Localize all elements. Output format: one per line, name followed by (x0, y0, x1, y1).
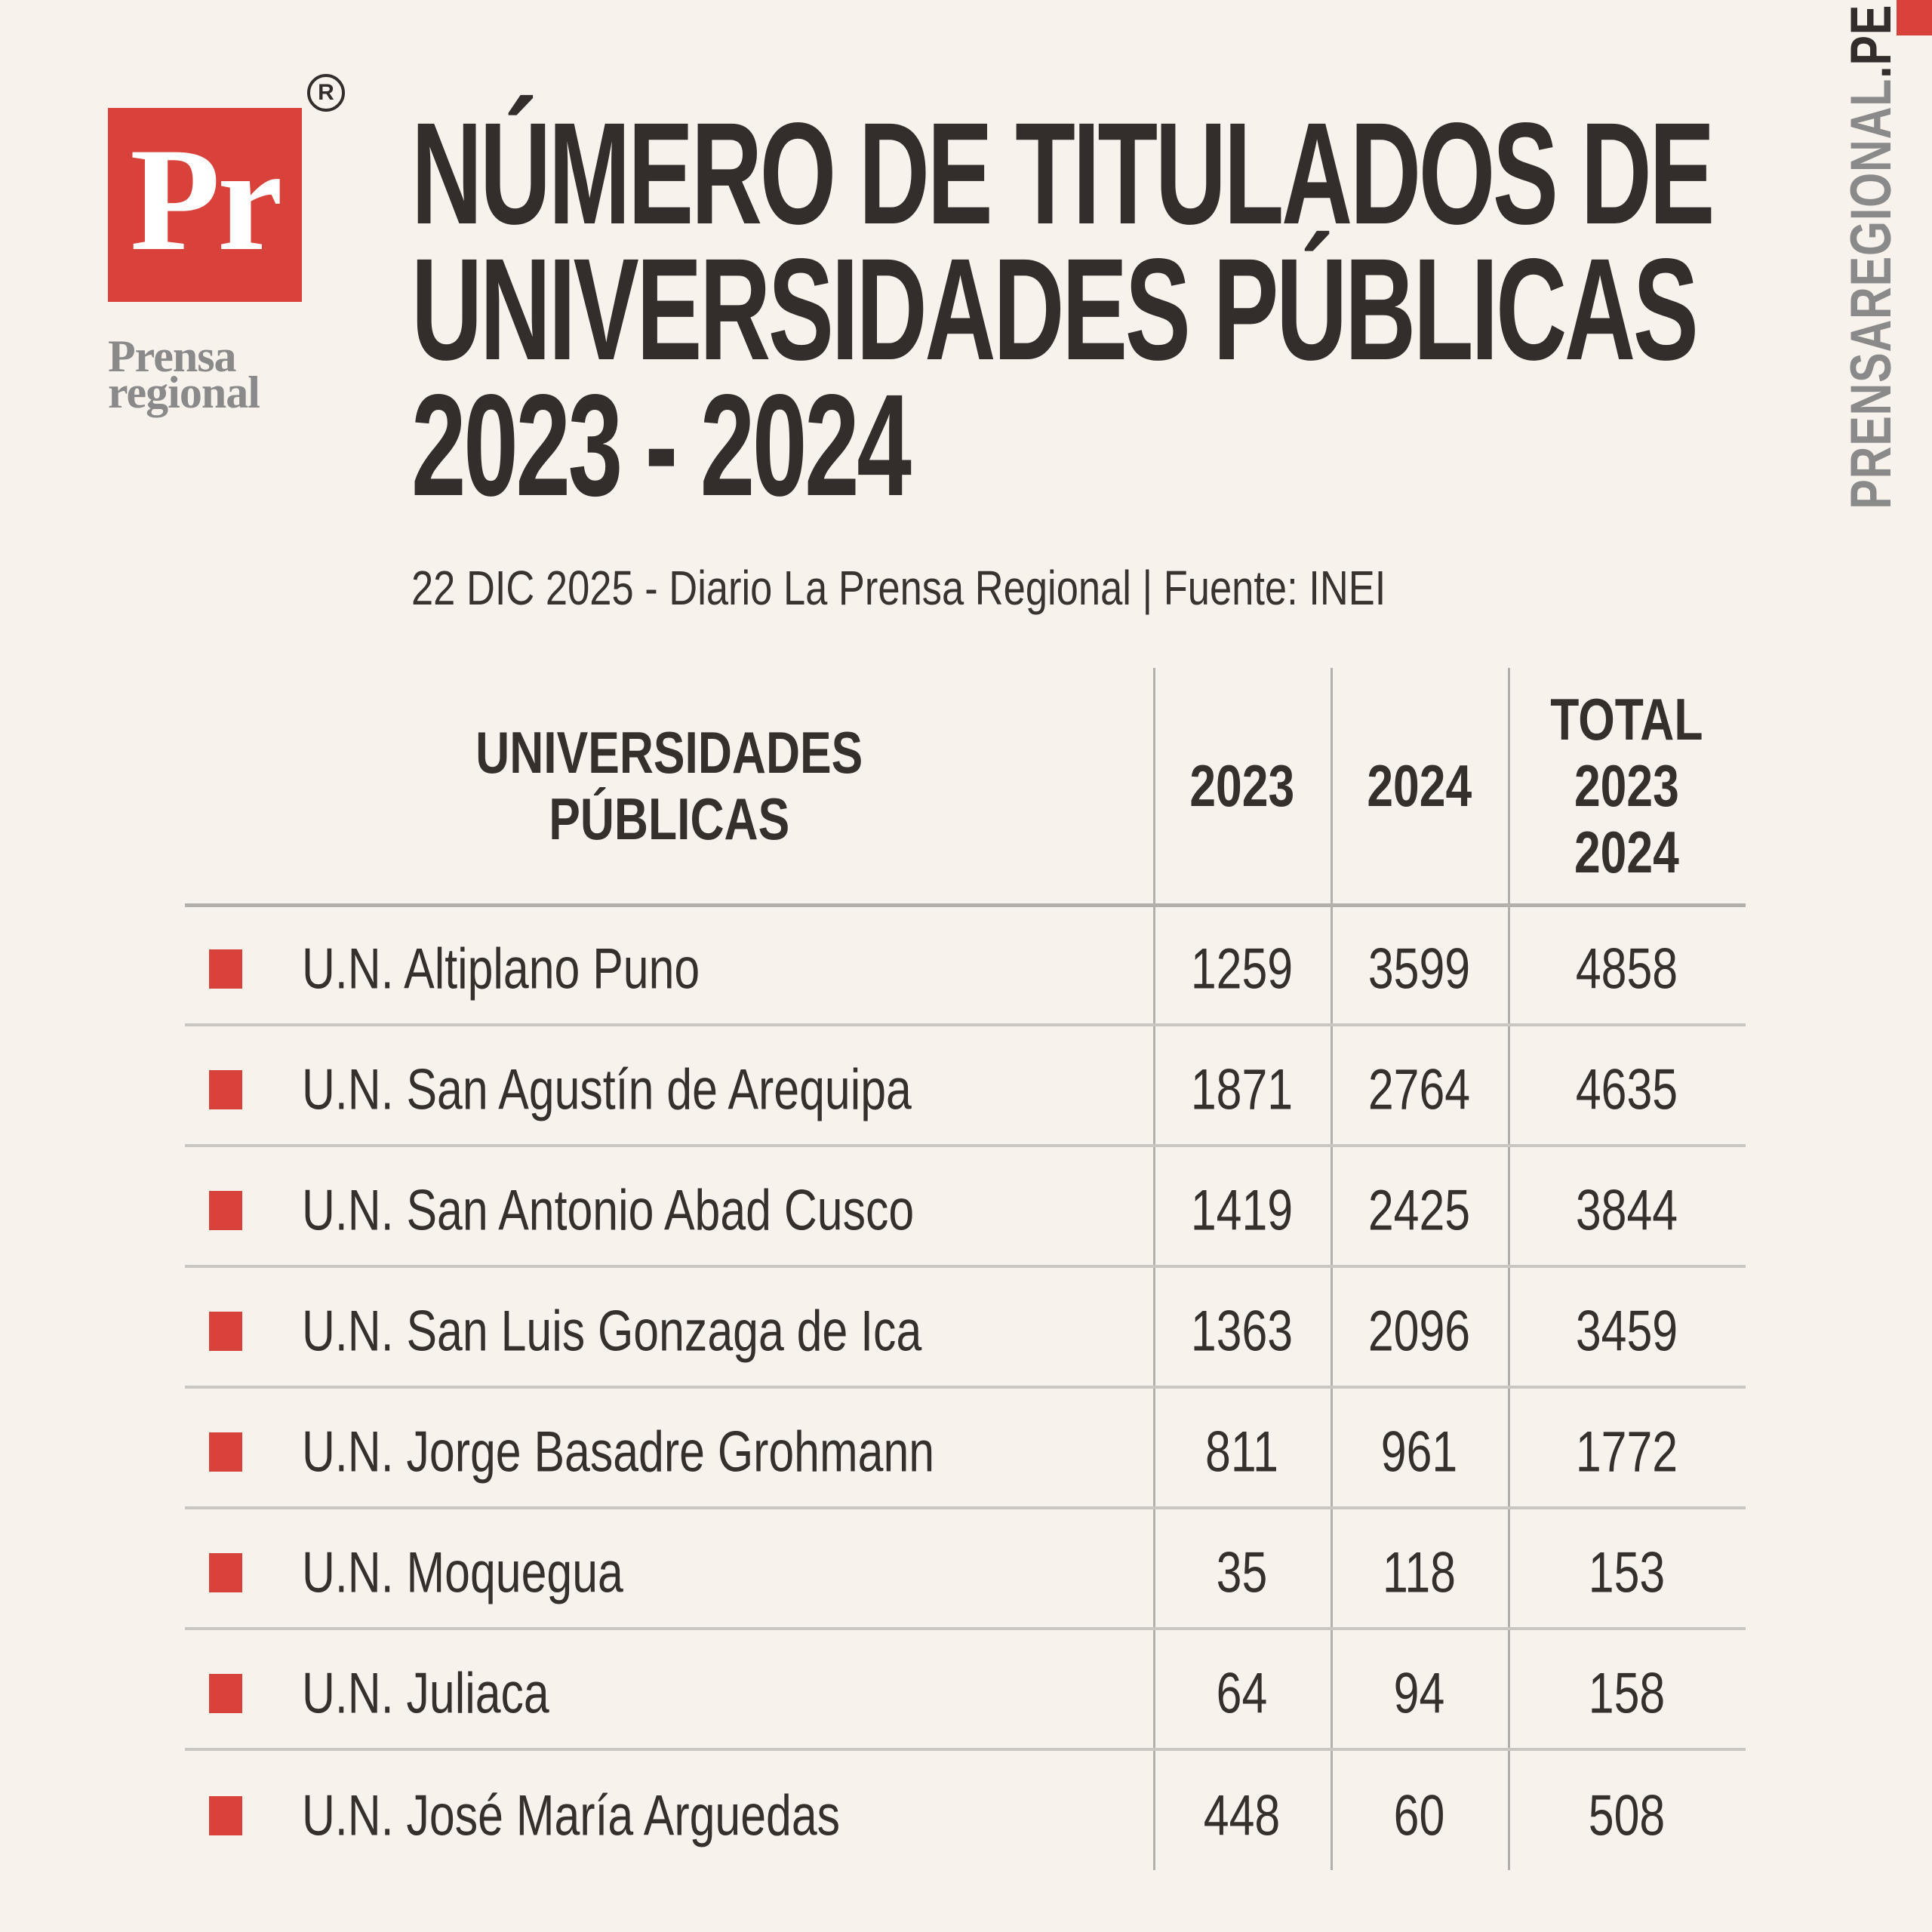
university-name: U.N. San Agustín de Arequipa (302, 1057, 912, 1122)
site-url-text: PRENSAREGIONAL.PE (1838, 5, 1904, 509)
row-bullet-icon (209, 949, 242, 989)
row-bullet-icon (209, 1432, 242, 1472)
university-name: U.N. Moquegua (302, 1540, 623, 1605)
value-2023: 1871 (1190, 1057, 1294, 1122)
brand-logo: Pr (108, 108, 302, 302)
value-total: 508 (1588, 1783, 1666, 1848)
value-2023: 1363 (1190, 1299, 1294, 1364)
brand-caption: Prensa regional (108, 331, 260, 417)
value-2023: 1419 (1190, 1178, 1294, 1243)
table-row: U.N. Jorge Basadre Grohmann 811 961 1772 (185, 1389, 1746, 1509)
site-url-dark-part: .PE (1838, 4, 1903, 78)
registered-trademark-icon: R (307, 74, 345, 112)
table-row: U.N. San Agustín de Arequipa 1871 2764 4635 (185, 1026, 1746, 1147)
table-row: U.N. Moquegua 35 118 153 (185, 1509, 1746, 1630)
date-source-line: 22 DIC 2025 - Diario La Prensa Regional … (411, 561, 1386, 615)
value-2023: 1259 (1190, 937, 1294, 1001)
row-bullet-icon (209, 1191, 242, 1230)
value-2023: 35 (1216, 1540, 1268, 1605)
value-total: 153 (1588, 1540, 1666, 1605)
brand-caption-line1: Prensa (108, 331, 237, 381)
table-row: U.N. San Luis Gonzaga de Ica 1363 2096 3459 (185, 1268, 1746, 1389)
page-title: NÚMERO DE TITULADOS DE UNIVERSIDADES PÚB… (411, 92, 1715, 526)
university-name: U.N. Juliaca (302, 1661, 549, 1726)
value-2024: 118 (1383, 1540, 1456, 1605)
value-total: 3459 (1575, 1299, 1678, 1364)
column-header-2023: 2023 (1189, 752, 1294, 819)
value-total: 4635 (1575, 1057, 1678, 1122)
page-title-line2: UNIVERSIDADES PÚBLICAS (411, 228, 1699, 390)
university-name: U.N. José María Arguedas (302, 1783, 841, 1848)
column-header-universities: UNIVERSIDADES PÚBLICAS (475, 719, 863, 852)
column-header-total: TOTAL 2023 2024 (1550, 686, 1703, 885)
value-2024: 961 (1380, 1420, 1458, 1484)
university-name: U.N. San Luis Gonzaga de Ica (302, 1299, 922, 1364)
university-name: U.N. Altiplano Puno (302, 937, 700, 1001)
brand-caption-line2: regional (108, 368, 260, 417)
column-divider-2 (1331, 668, 1333, 1870)
site-url-gray-part: PRENSAREGIONAL (1838, 78, 1903, 509)
row-bullet-icon (209, 1796, 242, 1835)
value-2024: 2096 (1367, 1299, 1471, 1364)
table-row: U.N. Juliaca 64 94 158 (185, 1630, 1746, 1751)
brand-logo-monogram: Pr (130, 117, 283, 281)
university-name: U.N. Jorge Basadre Grohmann (302, 1420, 935, 1484)
column-divider-1 (1153, 668, 1155, 1870)
page-title-line1: NÚMERO DE TITULADOS DE (411, 92, 1715, 254)
value-2024: 3599 (1367, 937, 1471, 1001)
row-bullet-icon (209, 1674, 242, 1713)
row-bullet-icon (209, 1312, 242, 1351)
value-total: 3844 (1575, 1178, 1678, 1243)
corner-accent-square (1897, 0, 1932, 35)
value-2024: 2425 (1367, 1178, 1471, 1243)
table-row: U.N. José María Arguedas 448 60 508 (185, 1751, 1746, 1872)
value-2023: 448 (1203, 1783, 1281, 1848)
value-2024: 60 (1393, 1783, 1445, 1848)
value-total: 158 (1588, 1661, 1666, 1726)
row-bullet-icon (209, 1070, 242, 1109)
university-name: U.N. San Antonio Abad Cusco (302, 1178, 915, 1243)
value-total: 4858 (1575, 937, 1678, 1001)
value-total: 1772 (1575, 1420, 1678, 1484)
value-2024: 2764 (1367, 1057, 1471, 1122)
site-url-vertical: PRENSAREGIONAL.PE (1837, 0, 1905, 521)
value-2023: 811 (1205, 1420, 1278, 1484)
table-rows: U.N. Altiplano Puno 1259 3599 4858 U.N. San … (185, 906, 1746, 1872)
column-header-2024: 2024 (1367, 752, 1472, 819)
row-bullet-icon (209, 1553, 242, 1592)
header-separator-line (185, 903, 1746, 907)
table-row: U.N. Altiplano Puno 1259 3599 4858 (185, 906, 1746, 1026)
table-row: U.N. San Antonio Abad Cusco 1419 2425 3844 (185, 1147, 1746, 1268)
page-title-line3: 2023 - 2024 (411, 364, 912, 526)
value-2024: 94 (1393, 1661, 1445, 1726)
value-2023: 64 (1216, 1661, 1268, 1726)
column-divider-3 (1508, 668, 1510, 1870)
